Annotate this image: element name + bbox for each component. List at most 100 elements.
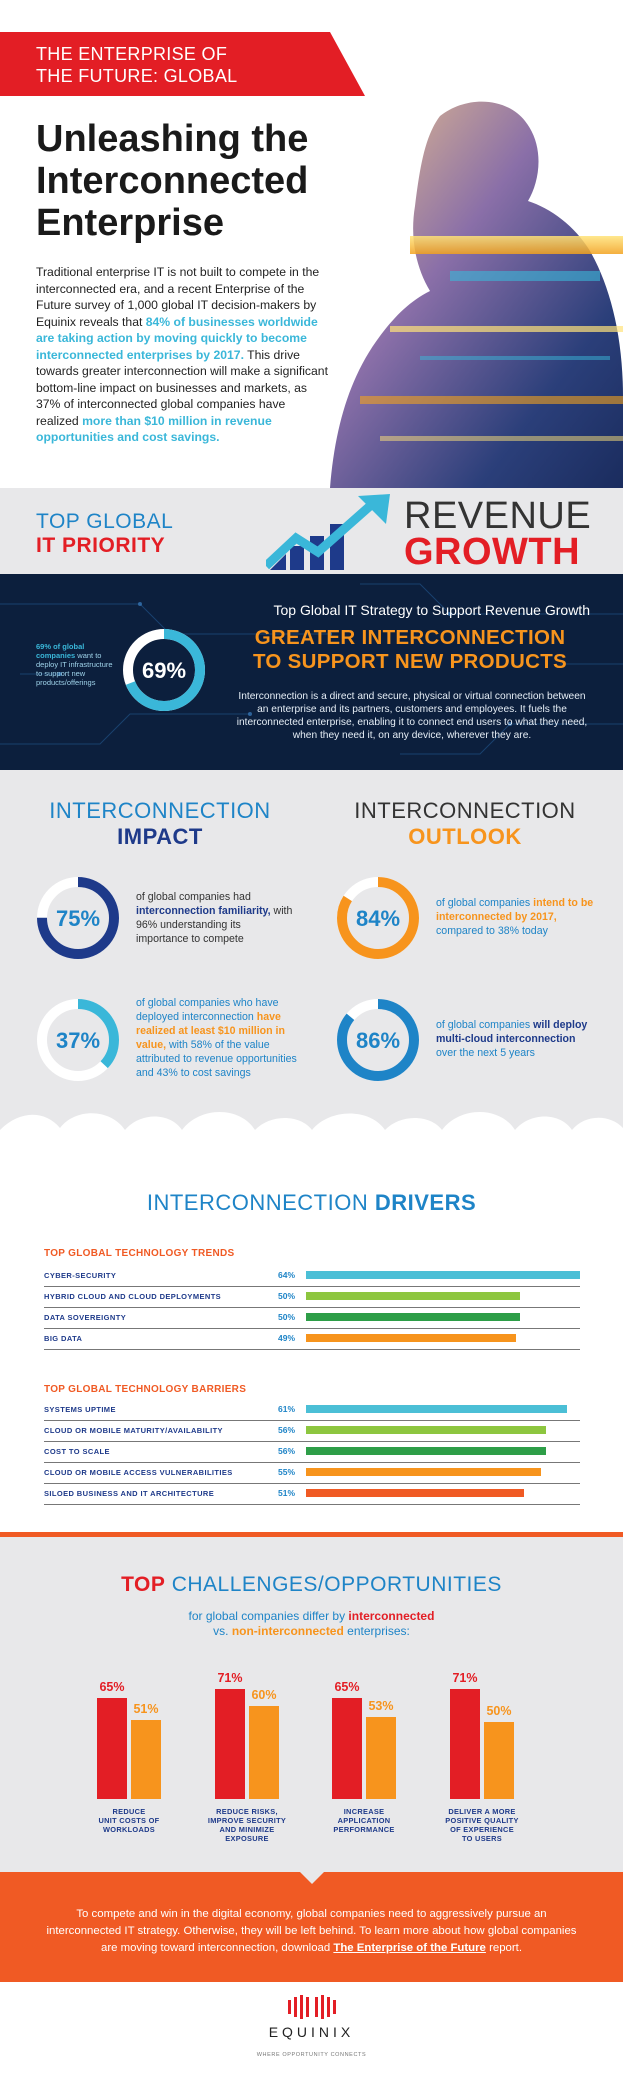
footer-text: To compete and win in the digital econom…	[40, 1906, 583, 1957]
driver-label: SYSTEMS UPTIME	[44, 1405, 116, 1414]
challenge-bar-value: 60%	[251, 1688, 277, 1702]
impact-heading-2: IMPACT	[117, 824, 203, 849]
title-line-2: Interconnected	[36, 160, 309, 202]
challenges-subtitle: for global companies differ by interconn…	[0, 1609, 623, 1639]
impact-donut-2: 37%	[37, 999, 119, 1081]
priority-value-1: REVENUE	[404, 495, 592, 537]
impact-donut-1: 75%	[37, 877, 119, 959]
driver-row: SYSTEMS UPTIME 61%	[44, 1400, 580, 1421]
strategy-small-bold: 69% of global companies	[36, 642, 85, 660]
impact-outlook-section: INTERCONNECTION IMPACT INTERCONNECTION O…	[0, 770, 623, 1130]
challenge-bar-value: 65%	[334, 1680, 360, 1695]
challenge-category-line: DELIVER A MORE	[448, 1807, 516, 1816]
strategy-small-note: 69% of global companies want to deploy I…	[36, 642, 118, 687]
driver-percent: 50%	[278, 1291, 296, 1301]
challenges-title-1: TOP	[121, 1573, 166, 1596]
priority-value-2: GROWTH	[404, 531, 581, 573]
impact-heading-1: INTERCONNECTION	[49, 798, 271, 823]
impact-stat-2-bold: have realized at least $10 million in va…	[136, 1011, 285, 1051]
title-line-1: Unleashing the	[36, 118, 309, 160]
challenges-sub-line-1: for global companies differ by interconn…	[0, 1609, 623, 1624]
challenge-category-label: INCREASE APPLICATION PERFORMANCE	[309, 1807, 419, 1834]
challenges-sub-line-2: vs. non-interconnected enterprises:	[0, 1624, 623, 1639]
outlook-stat-1-text: of global companies intend to be interco…	[436, 896, 596, 938]
priority-label-2: IT PRIORITY	[36, 534, 166, 557]
driver-bar	[306, 1271, 580, 1279]
challenge-category-label: REDUCE RISKS, IMPROVE SECURITY AND MINIMIZ…	[192, 1807, 302, 1843]
drivers-title-2: DRIVERS	[374, 1190, 477, 1215]
challenge-category-line: OF EXPERIENCE	[450, 1825, 514, 1834]
challenges-title: TOP CHALLENGES/OPPORTUNITIES	[0, 1573, 623, 1597]
strategy-percent: 69%	[142, 658, 186, 683]
outlook-stat-2-bold: will deploy multi-cloud interconnection	[436, 1019, 588, 1045]
driver-label: CYBER-SECURITY	[44, 1271, 117, 1280]
outlook-stat-2-text-b: over the next 5 years	[436, 1047, 535, 1059]
driver-label: BIG DATA	[44, 1334, 83, 1343]
impact-heading: INTERCONNECTION IMPACT	[20, 798, 300, 850]
outlook-donut-1: 84%	[337, 877, 419, 959]
impact-stat-1-bold: interconnection familiarity,	[136, 905, 271, 917]
challenges-sub-2b: non-interconnected	[231, 1624, 344, 1638]
tag-line-2: THE FUTURE: GLOBAL	[36, 66, 238, 86]
impact-stat-1-text: of global companies had interconnection …	[136, 890, 296, 946]
driver-bar	[306, 1334, 516, 1342]
challenge-category-line: IMPROVE SECURITY	[207, 1816, 287, 1825]
footer-report-link[interactable]: The Enterprise of the Future	[333, 1942, 486, 1954]
strategy-donut: 69%	[123, 629, 205, 711]
strategy-headline-1: GREATER INTERCONNECTION	[254, 626, 566, 649]
driver-bar	[306, 1426, 546, 1434]
impact-donut-2-arc	[37, 999, 119, 1081]
challenge-bar	[484, 1721, 514, 1799]
outlook-donut-2: 86%	[337, 999, 419, 1081]
driver-label: HYBRID CLOUD AND CLOUD DEPLOYMENTS	[44, 1292, 222, 1301]
outlook-stat-1-text-b: compared to 38% today	[436, 925, 548, 937]
challenge-category-line: TO USERS	[461, 1834, 503, 1843]
driver-label: CLOUD OR MOBILE ACCESS VULNERABILITIES	[44, 1468, 233, 1477]
challenge-category-line: REDUCE RISKS,	[216, 1807, 278, 1816]
outlook-heading-1: INTERCONNECTION	[354, 798, 576, 823]
outlook-stat-2-label: 86%	[356, 1028, 400, 1053]
footer-text-1: To compete and win in the digital econom…	[46, 1908, 577, 1954]
footer-band: To compete and win in the digital econom…	[0, 1872, 623, 1982]
growth-arrow-icon	[266, 494, 390, 570]
header-tag-banner: THE ENTERPRISE OF THE FUTURE: GLOBAL	[0, 32, 365, 96]
challenge-category-line: PERFORMANCE	[333, 1825, 395, 1834]
driver-percent: 51%	[278, 1488, 296, 1498]
driver-percent: 50%	[278, 1312, 296, 1322]
cloud-divider-icon	[0, 1112, 623, 1160]
challenge-category-line: INCREASE	[343, 1807, 385, 1816]
trends-heading: TOP GLOBAL TECHNOLOGY TRENDS	[44, 1248, 235, 1259]
challenge-bar	[249, 1706, 279, 1799]
footer-text-2: report.	[485, 1942, 522, 1954]
intro-highlight-1: 84% of businesses worldwide are taking a…	[36, 314, 318, 362]
driver-bar	[306, 1447, 546, 1455]
driver-bar	[306, 1468, 542, 1476]
impact-stat-2-text-a: of global companies who have deployed in…	[136, 997, 279, 1023]
challenge-bar-value: 71%	[217, 1670, 243, 1685]
drivers-title-1: INTERCONNECTION	[146, 1190, 375, 1215]
outlook-stat-2-text-a: of global companies	[436, 1019, 534, 1031]
impact-stat-1-text-a: of global companies had	[136, 891, 251, 903]
driver-row: COST TO SCALE 56%	[44, 1442, 580, 1463]
challenge-bar	[450, 1688, 480, 1799]
driver-row: BIG DATA 49%	[44, 1329, 580, 1350]
driver-row: SILOED BUSINESS AND IT ARCHITECTURE 51%	[44, 1484, 580, 1505]
driver-percent: 49%	[278, 1333, 296, 1343]
driver-bar	[306, 1292, 521, 1300]
strategy-title: Top Global IT Strategy to Support Revenu…	[273, 602, 590, 618]
challenge-bar	[97, 1698, 127, 1799]
intro-paragraph: Traditional enterprise IT is not built t…	[36, 264, 328, 446]
challenge-bar	[215, 1688, 245, 1799]
strategy-band: 69% of global companies want to deploy I…	[0, 574, 623, 770]
challenge-category-line: APPLICATION	[337, 1816, 391, 1825]
challenges-sub-2a: vs.	[213, 1624, 232, 1638]
intro-text-2: This drive towards greater interconnecti…	[36, 347, 328, 428]
impact-stat-2-label: 37%	[56, 1028, 100, 1053]
strategy-small-text: want to deploy IT infrastructure to supp…	[36, 651, 113, 687]
challenges-sub-2c: enterprises:	[343, 1624, 410, 1638]
strategy-donut-arc	[123, 629, 205, 711]
driver-percent: 61%	[278, 1404, 296, 1414]
page-title: Unleashing the Interconnected Enterprise	[36, 118, 336, 244]
challenge-bar-value: 50%	[486, 1703, 512, 1718]
logo-tagline: WHERE OPPORTUNITY CONNECTS	[256, 2052, 367, 2058]
